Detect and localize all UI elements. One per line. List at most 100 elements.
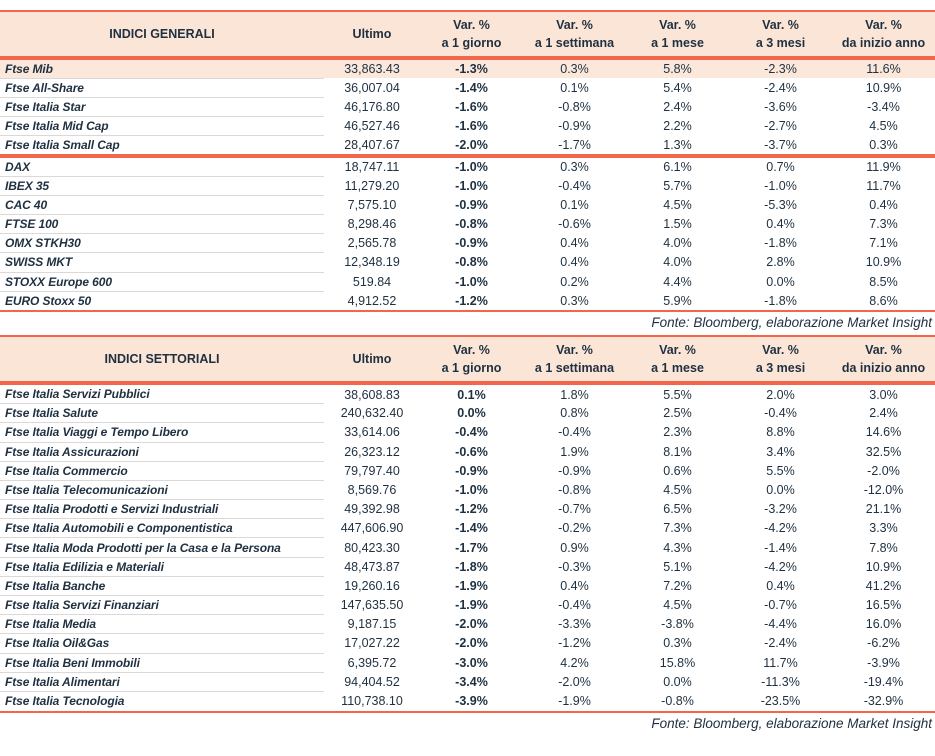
var-1m-value: -0.8% [661,694,694,709]
var-3m-value: -1.8% [764,236,797,251]
table-row: Ftse Italia Beni Immobili 6,395.72 -3.0% 4.… [0,653,935,673]
ultimo-value: 46,176.80 [344,99,400,114]
var-3m-value: 5.5% [766,463,795,478]
col-header-var-3-mesi: Var. % a 3 mesi [729,12,832,57]
ultimo-value: 46,527.46 [344,119,400,134]
var-1d-value: -3.9% [455,694,488,709]
var-1m-value: 4.5% [663,197,692,212]
var-ytd-value: 10.9% [865,80,902,95]
var-1m-value: 5.5% [663,387,692,402]
var-ytd-value: 32.5% [865,444,902,459]
table-row: OMX STKH30 2,565.78 -0.9% 0.4% 4.0% -1.8% 7.1% [0,233,935,254]
group-divider-line [0,153,935,158]
var-1w-value: -2.0% [558,674,591,689]
index-name: EURO Stoxx 50 [5,294,92,309]
var-ytd-value: 4.5% [869,119,898,134]
table-row: Ftse Italia Prodotti e Servizi Industria… [0,499,935,520]
var-3m-value: -1.4% [764,540,797,555]
col-header-var-1-settimana: Var. % a 1 settimana [523,337,626,383]
var-1m-value: 0.6% [663,463,692,478]
var-ytd-value: 14.6% [865,425,902,440]
var-1d-value: -0.9% [455,463,488,478]
var-ytd-value: -3.9% [867,655,900,670]
var-1m-value: 4.3% [663,540,692,555]
table-row: Ftse All-Share 36,007.04 -1.4% 0.1% 5.4% -2.4… [0,78,935,98]
var-1w-value: -3.3% [558,617,591,632]
var-ytd-value: 16.0% [865,617,902,632]
var-1d-value: -1.4% [455,80,488,95]
var-1d-value: -1.0% [455,160,488,175]
table-title: INDICI GENERALI [0,12,324,57]
indici-settoriali-table: INDICI SETTORIALI Ultimo Var. % a 1 gior… [0,335,935,713]
var-1d-value: -1.6% [455,119,488,134]
var-1d-value: -0.9% [455,236,488,251]
index-name: FTSE 100 [0,214,324,235]
index-name: Ftse Italia Alimentari [0,672,324,692]
var-ytd-value: 11.9% [866,160,901,175]
var-3m-value: 2.8% [766,255,795,270]
ultimo-value: 240,632.40 [340,406,404,421]
ultimo-value: 79,797.40 [344,463,400,478]
var-1d-value: 0.0% [457,406,486,421]
table-title: INDICI SETTORIALI [0,337,324,383]
table-row: CAC 40 7,575.10 -0.9% 0.1% 4.5% -5.3% 0.4% [0,195,935,216]
var-1d-value: -1.2% [455,293,488,308]
var-3m-value: -1.8% [764,293,797,308]
ultimo-value: 447,606.90 [340,521,404,536]
var-1w-value: 0.4% [560,578,589,593]
table-row: Ftse Italia Mid Cap 46,527.46 -1.6% -0.9% 2.… [0,116,935,137]
var-3m-value: -3.2% [764,502,797,517]
var-ytd-value: 3.3% [869,521,898,536]
var-3m-value: -2.7% [764,119,797,134]
col-header-var-1-mese: Var. % a 1 mese [626,12,729,57]
ultimo-value: 110,738.10 [341,694,403,709]
table-row: Ftse Italia Star 46,176.80 -1.6% -0.8% 2.4% -… [0,97,935,118]
var-1w-value: -1.7% [558,137,591,152]
index-name: OMX STKH30 [0,233,324,254]
table-row: Ftse Italia Telecomunicazioni 8,569.76 -1.… [0,480,935,501]
var-1d-value: -1.9% [455,598,488,613]
var-1m-value: 5.9% [663,293,692,308]
var-3m-value: 0.0% [766,482,795,497]
var-3m-value: 0.7% [766,160,795,175]
var-1w-value: 0.1% [560,197,589,212]
var-ytd-value: 7.3% [869,217,898,232]
index-name: Ftse Mib [0,59,324,79]
table-row: Ftse Italia Edilizia e Materiali 48,473.8… [0,557,935,577]
var-3m-value: -5.3% [764,197,797,212]
table-row: Ftse Italia Tecnologia 110,738.10 -3.9% -1.… [0,691,935,710]
var-1w-value: 0.3% [560,293,589,308]
col-header-var-inizio-anno: Var. % da inizio anno [832,12,935,57]
table-row: Ftse Italia Servizi Pubblici 38,608.83 0.1… [0,384,935,405]
var-3m-value: -4.4% [764,617,797,632]
var-ytd-value: 0.4% [869,197,898,212]
var-3m-value: 0.4% [766,217,795,232]
table-row: Ftse Italia Small Cap 28,407.67 -2.0% -1.7%… [0,136,935,155]
indici-generali-table: INDICI GENERALI Ultimo Var. % a 1 giorno… [0,10,935,313]
var-ytd-value: 16.5% [865,598,902,613]
index-name: Ftse Italia Edilizia e Materiali [0,557,324,577]
var-1m-value: 5.7% [663,178,692,193]
ultimo-value: 8,298.46 [347,217,397,232]
var-1d-value: -1.6% [455,99,488,114]
var-3m-value: -3.6% [764,99,797,114]
index-name: Ftse Italia Banche [0,576,324,597]
var-ytd-value: -19.4% [863,674,904,689]
index-name: Ftse All-Share [0,78,324,98]
var-1w-value: 4.2% [560,655,589,670]
var-3m-value: -2.3% [729,59,832,79]
var-ytd-value: 8.5% [869,274,898,289]
col-header-ultimo: Ultimo [324,337,420,383]
var-ytd-value: -12.0% [863,482,904,497]
table-row: Ftse Italia Servizi Finanziari 147,635.50… [0,595,935,616]
var-3m-value: -0.7% [764,598,797,613]
var-1w-value: 0.9% [560,540,589,555]
var-1d-value: -1.8% [455,559,488,574]
table-row: Ftse Italia Salute 240,632.40 0.0% 0.8% 2.5%… [0,403,935,424]
col-header-var-3-mesi: Var. % a 3 mesi [729,337,832,383]
var-1d-value: -1.4% [455,521,488,536]
var-1m-value: 4.0% [663,236,692,251]
var-1w-value: 1.9% [560,444,589,459]
table-row: Ftse Italia Automobili e Componentistica… [0,518,935,539]
index-name: Ftse Italia Star [0,97,324,118]
